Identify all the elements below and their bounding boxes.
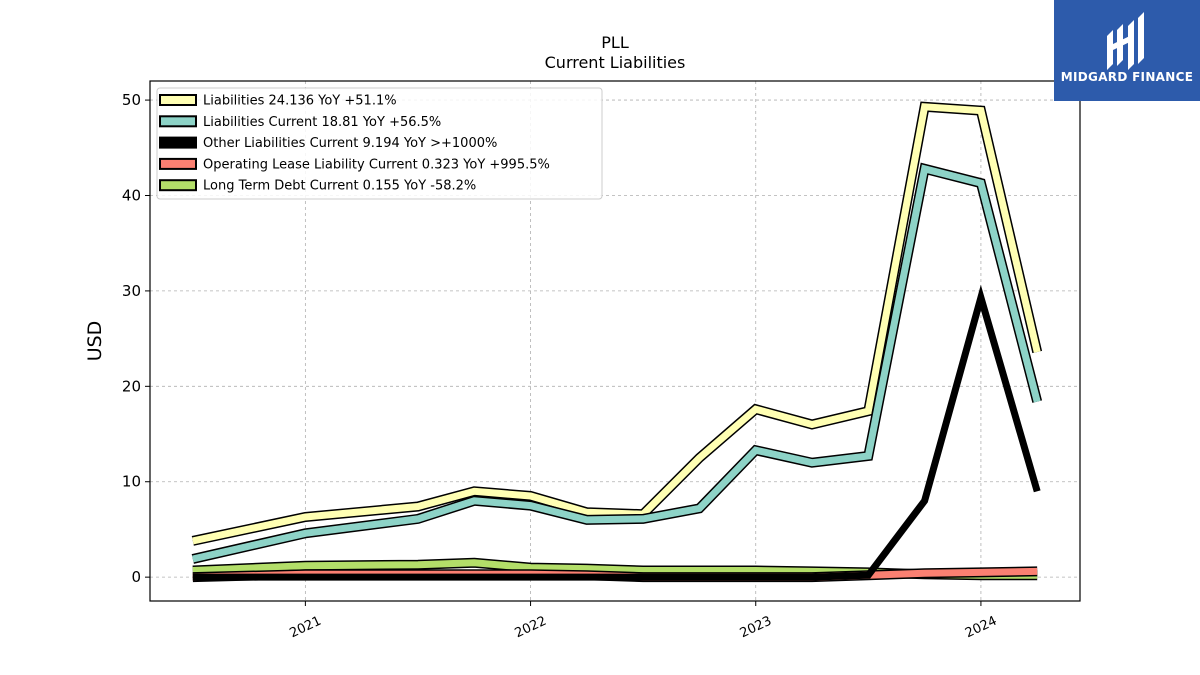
legend-swatch: [159, 115, 197, 128]
legend-label: Other Liabilities Current 9.194 YoY >+10…: [203, 136, 497, 151]
legend-item: Other Liabilities Current 9.194 YoY >+10…: [159, 136, 497, 151]
series-line-2: [192, 284, 1041, 581]
legend-label: Liabilities 24.136 YoY +51.1%: [203, 94, 397, 109]
brand-logo: MIDGARD FINANCE: [1054, 0, 1200, 101]
y-axis: 0 10 20 30 40 50: [122, 91, 150, 586]
legend-item: Operating Lease Liability Current 0.323 …: [159, 157, 550, 172]
plot-frame: [149, 80, 1081, 602]
y-axis-label: USD: [84, 321, 106, 362]
legend-item: Long Term Debt Current 0.155 YoY -58.2%: [159, 179, 476, 194]
legend-swatch: [159, 157, 197, 170]
series-line-1: [191, 162, 1043, 564]
legend-label: Operating Lease Liability Current 0.323 …: [203, 157, 550, 172]
series-layer: [191, 101, 1043, 583]
legend-swatch: [159, 179, 197, 192]
legend-swatch: [159, 94, 197, 106]
legend-frame: [156, 87, 603, 200]
logo-background: [1054, 0, 1200, 101]
y-tick-label: 50: [122, 91, 141, 109]
series-stroke: [192, 284, 1041, 581]
legend-item: Liabilities 24.136 YoY +51.1%: [159, 94, 397, 109]
series-stroke: [192, 164, 1041, 563]
y-tick-label: 30: [122, 282, 141, 300]
series-line-0: [191, 101, 1043, 546]
chart-subtitle: Current Liabilities: [545, 53, 686, 72]
logo-text: MIDGARD FINANCE: [1061, 70, 1193, 84]
legend-item: Liabilities Current 18.81 YoY +56.5%: [159, 115, 441, 130]
chart-title: PLL: [601, 33, 629, 52]
legend: Liabilities 24.136 YoY +51.1% Liabilities…: [156, 87, 603, 200]
series-stroke: [192, 103, 1041, 545]
legend-swatch: [159, 136, 197, 149]
y-tick-label: 0: [131, 568, 141, 586]
y-tick-label: 40: [122, 186, 141, 204]
y-tick-label: 20: [122, 377, 141, 395]
y-tick-label: 10: [122, 473, 141, 491]
legend-label: Long Term Debt Current 0.155 YoY -58.2%: [203, 179, 476, 194]
midgard-monogram-icon: [1107, 12, 1144, 70]
legend-label: Liabilities Current 18.81 YoY +56.5%: [203, 115, 441, 130]
